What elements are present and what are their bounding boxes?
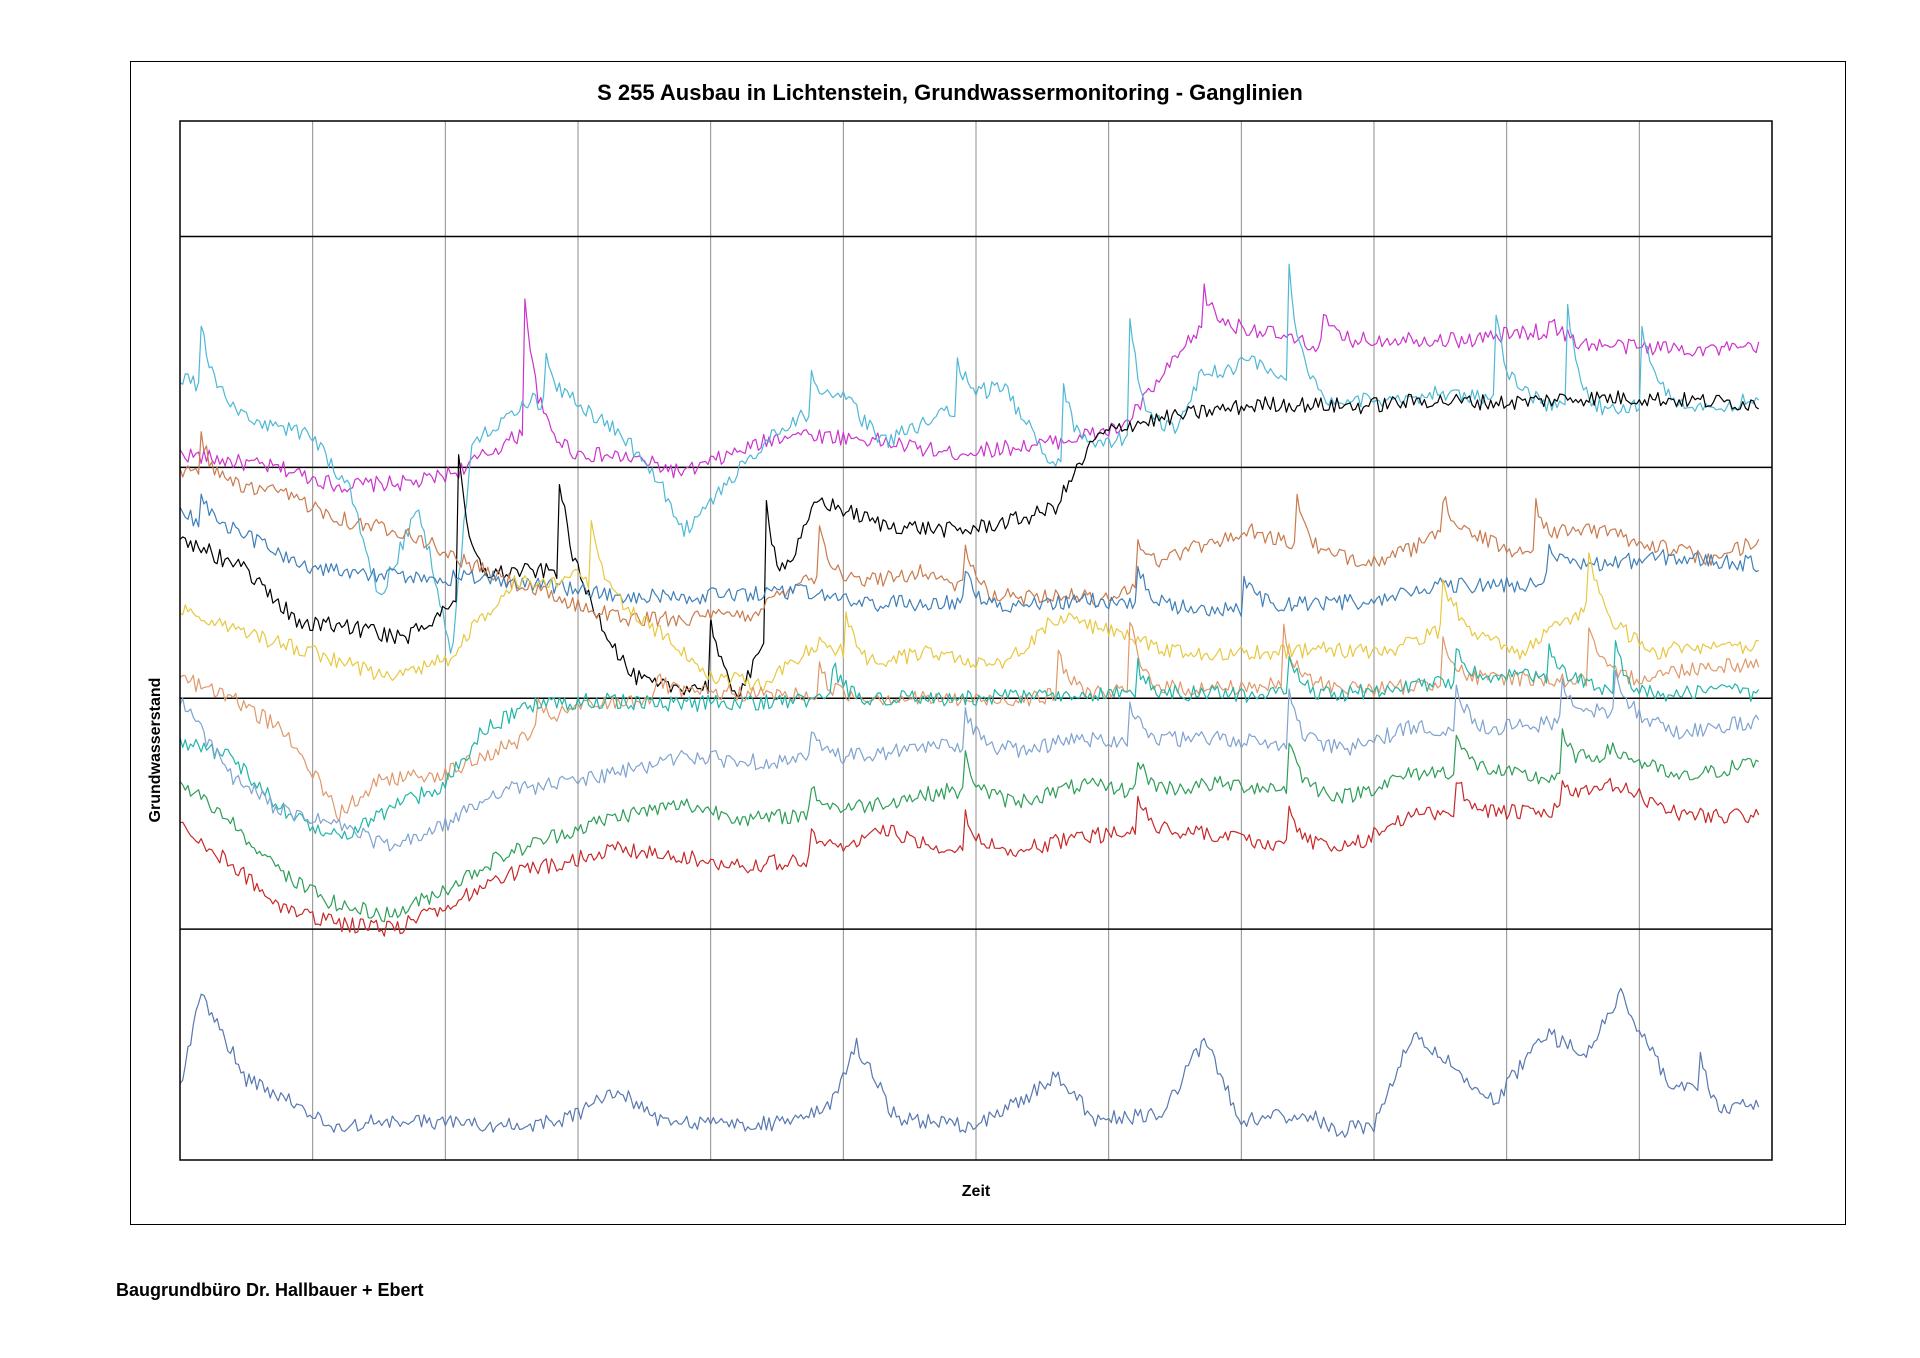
series-line-7: [179, 621, 1760, 822]
series-line-6: [179, 519, 1759, 691]
series-line-1: [179, 283, 1760, 493]
series-line-2: [179, 263, 1760, 654]
series-line-10: [179, 728, 1759, 923]
footer-company: Baugrundbüro Dr. Hallbauer + Ebert: [116, 1280, 424, 1300]
series-line-8: [179, 640, 1760, 840]
chart-frame: [130, 61, 1846, 1225]
series-line-3: [179, 390, 1760, 698]
series-line-5: [179, 493, 1759, 618]
series-line-11: [179, 777, 1760, 937]
grid-lines: [180, 121, 1772, 1160]
series-line-12: [179, 987, 1760, 1138]
chart-title: S 255 Ausbau in Lichtenstein, Grundwasse…: [597, 80, 1303, 105]
plot-area: [179, 120, 1773, 1161]
series-lines: [179, 263, 1760, 1138]
x-axis-label: Zeit: [961, 1183, 991, 1200]
series-line-4: [179, 431, 1760, 627]
series-line-9: [179, 669, 1760, 852]
y-axis-label: Grundwasserstand: [147, 677, 164, 823]
